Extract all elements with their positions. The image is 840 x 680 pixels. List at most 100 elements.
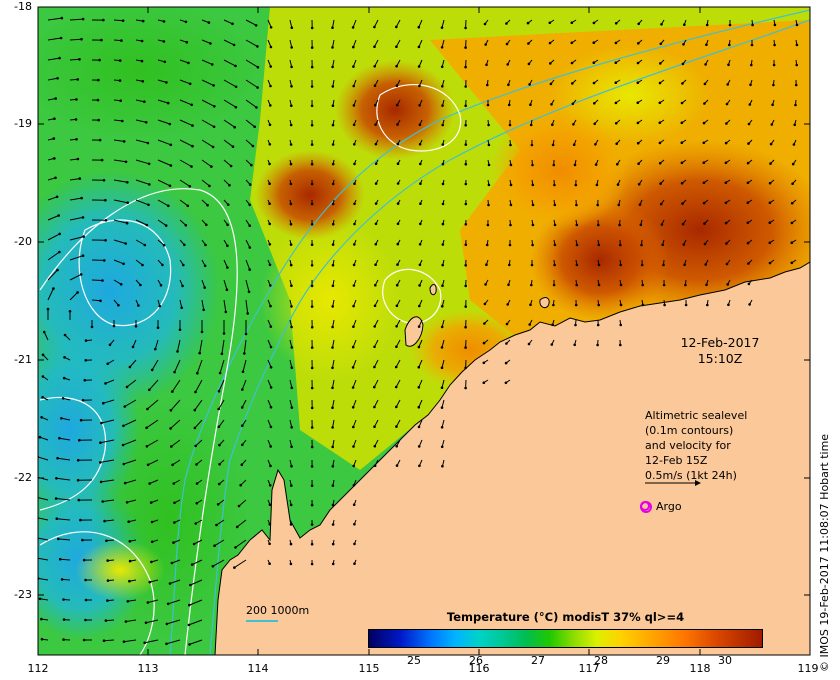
velocity-arrow-head: [269, 425, 273, 429]
lon-label: 115: [358, 662, 380, 675]
warm-water-patch: [490, 110, 630, 230]
velocity-arrow-head: [331, 503, 335, 507]
velocity-arrow-head: [528, 83, 531, 86]
velocity-arrow-head: [464, 202, 468, 206]
velocity-arrow-head: [509, 163, 513, 167]
velocity-arrow-head: [78, 58, 81, 61]
velocity-arrow-head: [55, 195, 59, 199]
velocity-arrow-head: [331, 202, 335, 206]
velocity-arrow-head: [84, 618, 87, 622]
velocity-arrow-head: [396, 222, 400, 226]
velocity-arrow: [101, 419, 115, 424]
velocity-arrow-head: [169, 164, 173, 167]
velocity-arrow-head: [373, 325, 377, 328]
velocity-arrow: [174, 359, 181, 373]
velocity-arrow-head: [79, 518, 82, 522]
velocity-arrow-head: [464, 366, 467, 370]
velocity-arrow-head: [704, 63, 707, 66]
velocity-arrow-head: [662, 263, 665, 267]
velocity-arrow-head: [352, 284, 356, 287]
velocity-arrow-head: [418, 142, 422, 146]
velocity-arrow: [59, 437, 71, 441]
velocity-arrow-head: [56, 268, 59, 272]
velocity-arrow-head: [619, 263, 622, 267]
velocity-arrow-head: [119, 99, 122, 102]
velocity-arrow: [352, 19, 357, 28]
velocity-arrow-head: [791, 162, 795, 166]
velocity-arrow-head: [84, 359, 88, 362]
velocity-arrow-head: [40, 617, 43, 621]
velocity-arrow: [218, 399, 225, 410]
velocity-arrow-head: [125, 501, 129, 504]
velocity-arrow-head: [441, 222, 445, 226]
velocity-arrow: [151, 359, 159, 371]
velocity-arrow-head: [269, 26, 273, 29]
velocity-arrow-head: [143, 641, 146, 645]
velocity-arrow-head: [417, 445, 421, 448]
velocity-arrow-head: [53, 117, 56, 120]
velocity-arrow: [223, 259, 228, 268]
velocity-arrow-head: [241, 388, 244, 391]
velocity-arrow-head: [441, 243, 445, 246]
velocity-arrow: [135, 139, 149, 144]
velocity-arrow-head: [146, 463, 150, 467]
velocity-arrow-head: [636, 81, 640, 84]
velocity-arrow: [190, 579, 203, 586]
velocity-arrow-head: [464, 143, 468, 146]
velocity-arrow-head: [134, 325, 138, 328]
velocity-arrow: [38, 456, 49, 461]
velocity-arrow-head: [418, 263, 422, 267]
velocity-arrow: [154, 339, 159, 350]
velocity-arrow-head: [351, 345, 355, 349]
velocity-arrow-head: [791, 182, 794, 185]
velocity-arrow-head: [117, 303, 120, 307]
velocity-arrow: [195, 379, 203, 393]
velocity-arrow-head: [256, 45, 259, 48]
velocity-arrow-head: [290, 104, 293, 107]
velocity-arrow-head: [191, 124, 194, 127]
velocity-arrow-head: [509, 143, 512, 147]
velocity-arrow-head: [724, 141, 728, 145]
observation-time: 15:10Z: [697, 351, 743, 366]
velocity-arrow-head: [99, 480, 103, 484]
velocity-arrow-head: [530, 283, 533, 287]
velocity-arrow-head: [658, 161, 662, 165]
velocity-arrow-head: [191, 144, 194, 148]
velocity-arrow-head: [352, 104, 356, 107]
velocity-arrow: [123, 639, 137, 643]
velocity-arrow: [199, 339, 203, 354]
velocity-arrow-head: [618, 223, 621, 227]
velocity-arrow-head: [181, 284, 184, 288]
velocity-arrow-head: [660, 223, 664, 226]
velocity-arrow-head: [122, 424, 125, 428]
velocity-arrow-head: [217, 407, 220, 411]
velocity-arrow-head: [619, 243, 622, 247]
velocity-arrow: [102, 499, 115, 502]
velocity-arrow-head: [171, 463, 174, 467]
velocity-arrow-head: [80, 196, 83, 200]
velocity-arrow-head: [269, 366, 273, 369]
velocity-arrow-head: [244, 332, 248, 336]
velocity-arrow-head: [269, 386, 273, 389]
velocity-arrow-head: [770, 123, 774, 126]
velocity-arrow-head: [527, 62, 531, 66]
velocity-arrow: [157, 159, 172, 166]
velocity-arrow-head: [125, 221, 129, 225]
velocity-arrow-head: [702, 161, 706, 164]
colorbar-tick: 28: [594, 654, 608, 667]
velocity-arrow-head: [482, 361, 486, 365]
velocity-arrow: [235, 539, 247, 548]
velocity-arrow-head: [396, 242, 400, 246]
velocity-arrow-head: [146, 601, 150, 604]
velocity-arrow-head: [310, 202, 314, 206]
velocity-arrow-head: [246, 312, 249, 315]
velocity-arrow-head: [156, 326, 160, 330]
velocity-arrow-head: [331, 305, 335, 308]
velocity-arrow-head: [353, 182, 356, 185]
velocity-arrow-head: [531, 163, 534, 167]
velocity-arrow-head: [172, 482, 176, 485]
velocity-arrow: [145, 619, 159, 624]
bathymetry-contour-200m: [209, 19, 810, 655]
velocity-arrow: [113, 139, 125, 142]
velocity-arrow-head: [145, 445, 149, 448]
